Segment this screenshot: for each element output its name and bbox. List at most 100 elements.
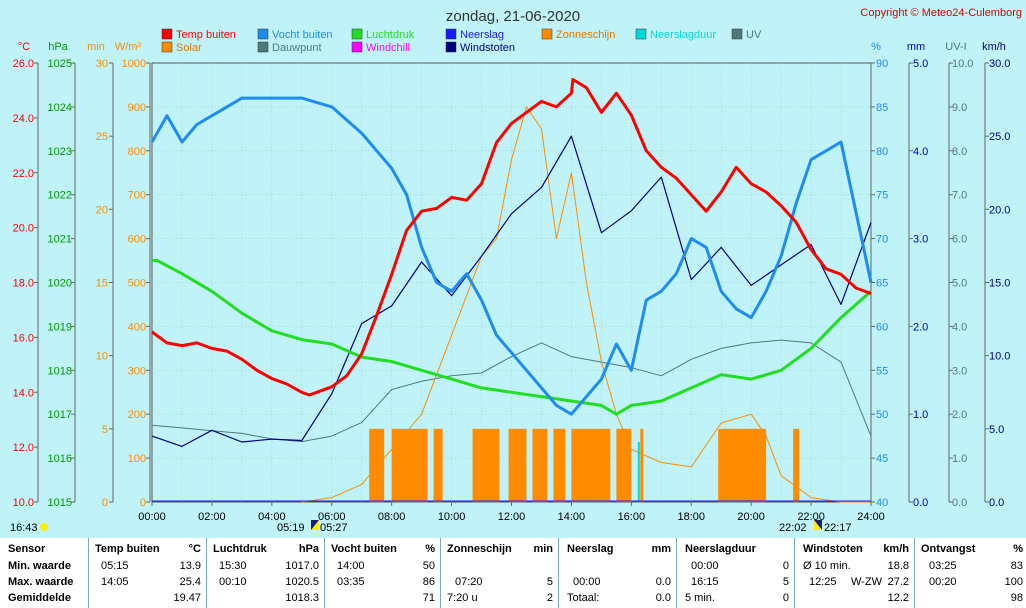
temp-axis-tick-label: 16.0 (13, 332, 34, 344)
rain-axis-unit: mm (907, 41, 925, 53)
rain-row2-value: 0.0 (655, 576, 671, 588)
temp-axis-tick-label: 26.0 (13, 58, 34, 70)
temp-axis-tick-label: 14.0 (13, 387, 34, 399)
uv-axis-tick-label: 8.0 (952, 146, 967, 158)
wind-axis-tick-label: 30.0 (989, 58, 1010, 70)
series-luchtdruk (152, 259, 872, 416)
copyright: Copyright © Meteo24-Culemborg (860, 7, 1022, 19)
grid (152, 63, 871, 502)
sunshine-bar (433, 428, 443, 502)
stats-col-sun: Zonneschijn min 07:20 5 7:20 u 2 (440, 538, 559, 608)
series-solar (301, 106, 871, 503)
rain-total-label: Totaal: (567, 592, 600, 604)
pressure-axis-tick-label: 1024 (48, 102, 72, 114)
sun-minutes-axis-tick-label: 25 (96, 131, 108, 143)
wind-axis-tick-label: 15.0 (989, 278, 1010, 290)
uv-axis-tick-label: 7.0 (952, 190, 967, 202)
sun-minutes-axis-tick-label: 5 (102, 424, 108, 436)
pressure-axis-tick-label: 1019 (48, 321, 72, 333)
pressure-max-value: 1020.5 (285, 576, 319, 588)
weather-chart: zondag, 21-06-2020 Copyright © Meteo24-C… (10, 7, 1022, 534)
x-axis-tick-label: 16:00 (618, 511, 646, 523)
right-axes: % 90 85 80 75 70 65 60 55 50 45 40 mm 5.0 4.0 3.0 2.0 1.0… (870, 41, 1010, 509)
rainduration-row1-time: 00:00 (691, 560, 719, 572)
x-axis-tick-label: 02:00 (198, 511, 226, 523)
left-axes: °C 26.0 24.0 22.0 20.0 18.0 16.0 14.0 12.0 10.0 hP… (13, 41, 151, 509)
rain-axis-tick-label: 5.0 (913, 58, 928, 70)
sun-row3-time: 7:20 u (447, 592, 478, 604)
uv-axis-tick-label: 0.0 (952, 497, 967, 509)
uv-axis-tick-label: 1.0 (952, 453, 967, 465)
stats-unit-temp: °C (188, 543, 201, 555)
legend-swatch (351, 28, 363, 40)
humidity-axis-tick-label: 80 (876, 146, 888, 158)
stats-header-gust: Windstoten (803, 543, 863, 555)
sunshine-bar (391, 428, 428, 502)
x-axis-tick-label: 10:00 (438, 511, 466, 523)
stats-header-received: Ontvangst (921, 543, 976, 555)
temp-max-value: 25.4 (179, 576, 201, 588)
temp-min-value: 13.9 (179, 560, 201, 572)
uv-axis-unit: UV-I (945, 41, 966, 53)
wind-axis-tick-label: 0.0 (989, 497, 1004, 509)
temp-axis-tick-label: 12.0 (13, 442, 34, 454)
legend-swatch (731, 28, 743, 40)
wind-axis-tick-label: 10.0 (989, 351, 1010, 363)
sunshine-bar (369, 428, 385, 502)
rain-axis-tick-label: 3.0 (913, 234, 928, 246)
x-axis-tick-label: 24:00 (857, 511, 885, 523)
solar-axis-tick-label: 400 (128, 321, 146, 333)
sunshine-bars (369, 428, 800, 502)
rain-axis-tick-label: 1.0 (913, 409, 928, 421)
legend-label: Luchtdruk (366, 29, 415, 41)
sun-minutes-axis-unit: min (87, 41, 105, 53)
sunshine-bar (640, 428, 644, 502)
legend-label: Neerslagduur (650, 29, 716, 41)
temp-axis-tick-label: 24.0 (13, 113, 34, 125)
pressure-axis-unit: hPa (48, 41, 68, 53)
astro-times: 16:43 05:19 05:27 22:02 22:17 (10, 520, 852, 534)
stats-unit-gust: km/h (883, 543, 909, 555)
legend-label: Windchill (366, 42, 410, 54)
humidity-axis-tick-label: 55 (876, 365, 888, 377)
sun-row2-time: 07:20 (455, 576, 483, 588)
x-axis-tick-label: 14:00 (558, 511, 586, 523)
gust-max-time: 12:25 (809, 576, 837, 588)
solar-axis-tick-label: 0 (140, 497, 146, 509)
rain-axis-tick-label: 2.0 (913, 321, 928, 333)
legend-label: UV (746, 29, 762, 41)
sunshine-bar (553, 428, 566, 502)
stats-header-sun: Zonneschijn (447, 543, 512, 555)
rain-axis-tick-label: 4.0 (913, 146, 928, 158)
legend-swatch (161, 41, 173, 53)
sun-minutes-axis-tick-label: 0 (102, 497, 108, 509)
x-axis-tick-label: 18:00 (677, 511, 705, 523)
uv-axis-tick-label: 4.0 (952, 321, 967, 333)
sunshine-bar (616, 428, 632, 502)
gust-avg10-label: Ø 10 min. (803, 560, 851, 572)
moon-icon (40, 523, 48, 531)
temp-axis-unit: °C (18, 41, 30, 53)
pressure-avg-value: 1018.3 (285, 592, 319, 604)
humidity-min-value: 50 (422, 560, 435, 572)
sun-minutes-axis-tick-label: 30 (96, 58, 108, 70)
gust-max-direction: W-ZW (851, 576, 882, 588)
uv-axis-tick-label: 10.0 (952, 58, 973, 70)
solar-axis-tick-label: 1000 (122, 58, 146, 70)
series-temp-buiten (151, 78, 872, 397)
stats-unit-received: % (1013, 543, 1023, 555)
received-min-value: 83 (1010, 560, 1023, 572)
humidity-axis-tick-label: 70 (876, 234, 888, 246)
legend-label: Zonneschijn (556, 29, 615, 41)
temp-axis-tick-label: 10.0 (13, 497, 34, 509)
legend-swatch (257, 41, 269, 53)
rainduration-row3-label: 5 min. (685, 592, 715, 604)
legend-label: Neerslag (460, 29, 504, 41)
rainduration-row1-value: 0 (782, 560, 789, 572)
sun-minutes-axis-tick-label: 15 (96, 278, 108, 290)
gust-max-value: 27.2 (887, 576, 909, 588)
rain-row2-time: 00:00 (573, 576, 601, 588)
stats-col-rain: Neerslag mm 00:00 0.0 Totaal: 0.0 (558, 538, 677, 608)
received-max-time: 00:20 (929, 576, 957, 588)
legend-swatch (445, 28, 457, 40)
